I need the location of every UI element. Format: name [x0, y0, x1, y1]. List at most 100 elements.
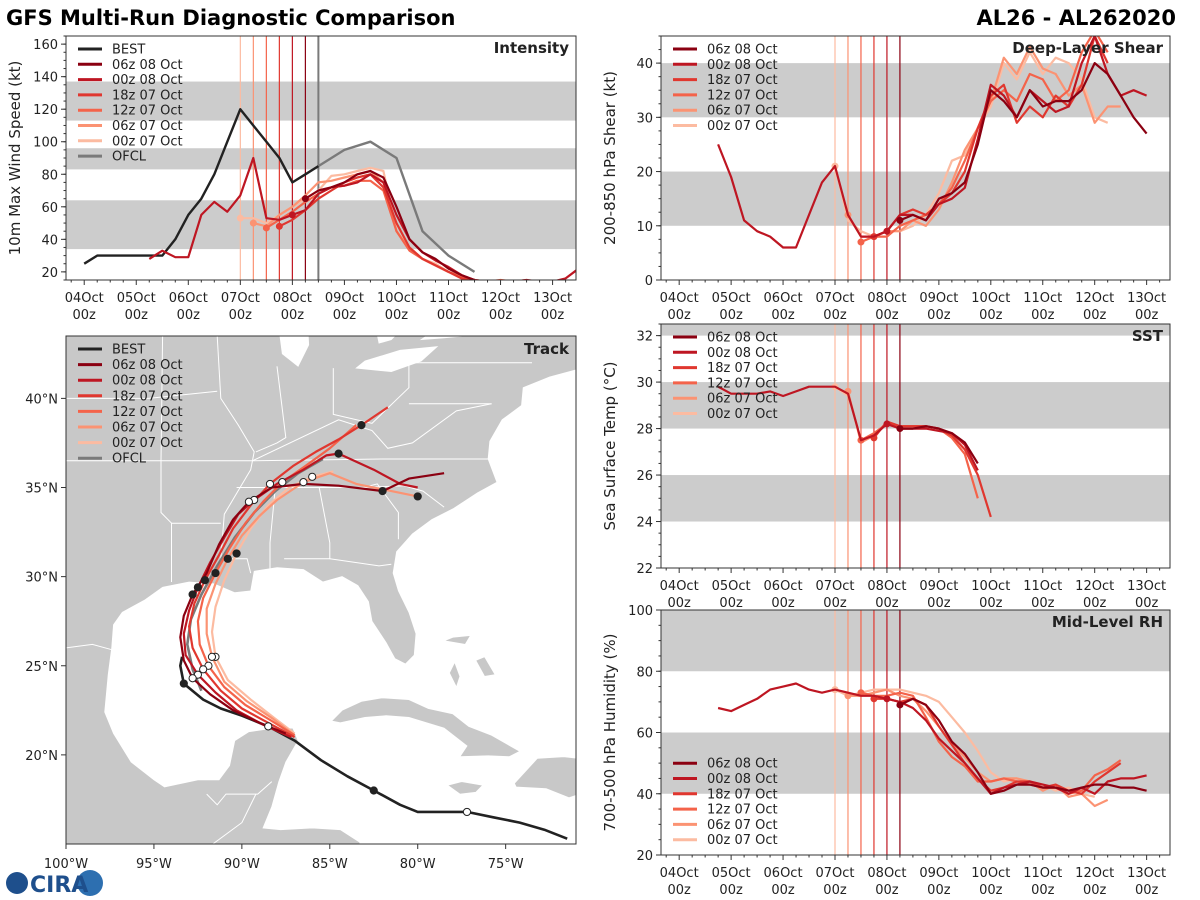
x-tick-hour: 00z	[1083, 883, 1107, 898]
border-line	[269, 487, 276, 572]
init-marker	[236, 214, 244, 222]
x-tick-day: 08Oct	[273, 291, 312, 306]
x-tick-hour: 00z	[667, 308, 691, 323]
legend-label: 12z 07 Oct	[112, 405, 183, 420]
track-day-marker	[188, 590, 197, 599]
y-tick-label: 40	[636, 57, 653, 72]
x-tick-hour: 00z	[771, 308, 795, 323]
x-tick-day: 07Oct	[221, 291, 260, 306]
x-tick-hour: 00z	[1031, 308, 1055, 323]
lon-tick-label: 95°W	[136, 857, 172, 872]
legend-label: 06z 08 Oct	[112, 58, 183, 73]
track-day-marker	[369, 786, 378, 795]
land-bahamas	[448, 661, 461, 689]
x-tick-hour: 00z	[823, 596, 847, 611]
x-tick-day: 12Oct	[1075, 579, 1114, 594]
x-tick-day: 09Oct	[919, 866, 958, 881]
border-line	[332, 362, 410, 424]
track-day-marker	[462, 807, 472, 817]
y-tick-label: 60	[41, 201, 58, 216]
track-day-marker	[357, 421, 366, 430]
x-tick-hour: 00z	[1083, 596, 1107, 611]
shaded-band	[661, 732, 1170, 794]
legend-label: 06z 08 Oct	[112, 358, 183, 373]
track-day-marker	[179, 679, 188, 688]
y-tick-label: 20	[636, 849, 653, 864]
plot-area-sst	[661, 324, 1170, 568]
x-tick-day: 11Oct	[1023, 866, 1062, 881]
y-tick-label: 32	[636, 330, 653, 345]
lake-ontario	[419, 336, 468, 341]
track-day-marker	[265, 479, 275, 489]
y-axis-label: 700-500 hPa Humidity (%)	[601, 633, 619, 831]
y-tick-label: 160	[33, 38, 58, 53]
lat-tick-label: 40°N	[25, 392, 58, 407]
x-tick-day: 11Oct	[1023, 579, 1062, 594]
x-tick-hour: 00z	[927, 596, 951, 611]
series-line-06z-08-oct	[899, 425, 979, 464]
shaded-band	[661, 382, 1170, 429]
lake-michigan	[279, 336, 310, 367]
x-tick-day: 07Oct	[815, 579, 854, 594]
x-tick-day: 13Oct	[533, 291, 572, 306]
y-tick-label: 80	[636, 665, 653, 680]
panel-title: Deep-Layer Shear	[1012, 39, 1163, 57]
init-marker	[896, 425, 904, 433]
x-tick-hour: 00z	[979, 596, 1003, 611]
series-line-18z-07-oct	[278, 173, 475, 280]
map-area	[66, 336, 576, 844]
x-tick-hour: 00z	[1031, 883, 1055, 898]
legend-label: BEST	[112, 343, 145, 358]
x-tick-day: 06Oct	[764, 579, 803, 594]
track-line-06z-08-oct	[179, 472, 445, 735]
x-tick-day: 13Oct	[1127, 291, 1166, 306]
cira-logo: CIRA	[6, 870, 103, 898]
x-tick-hour: 00z	[667, 596, 691, 611]
land-bahamas	[442, 635, 472, 645]
legend-label: BEST	[112, 43, 145, 58]
shaded-band	[661, 610, 1170, 672]
x-tick-hour: 00z	[875, 596, 899, 611]
x-tick-day: 06Oct	[169, 291, 208, 306]
y-tick-label: 100	[33, 136, 58, 151]
cira-logo-icon	[6, 872, 28, 894]
x-tick-hour: 00z	[875, 883, 899, 898]
lon-tick-label: 90°W	[224, 857, 260, 872]
land-hispaniola	[513, 756, 576, 799]
track-day-marker	[308, 472, 317, 481]
border-line	[66, 458, 490, 462]
track-line-18z-07-oct	[188, 406, 389, 739]
lon-tick-label: 85°W	[312, 857, 348, 872]
legend-label: 18z 07 Oct	[707, 787, 778, 802]
x-tick-day: 09Oct	[325, 291, 364, 306]
x-tick-hour: 00z	[979, 308, 1003, 323]
x-tick-day: 04Oct	[660, 291, 699, 306]
x-tick-day: 09Oct	[919, 291, 958, 306]
shaded-band	[66, 200, 576, 250]
track-day-marker	[211, 568, 220, 578]
border-line	[284, 487, 331, 560]
legend-label: 18z 07 Oct	[707, 361, 778, 376]
lat-tick-label: 35°N	[25, 482, 58, 497]
track-day-marker	[378, 486, 387, 496]
track-day-marker	[188, 674, 197, 683]
legend-label: 12z 07 Oct	[707, 803, 778, 818]
legend-label: 00z 07 Oct	[112, 134, 183, 149]
legend-label: 06z 08 Oct	[707, 331, 778, 346]
track-day-marker	[200, 576, 210, 585]
x-tick-hour: 00z	[719, 596, 743, 611]
legend-label: 00z 07 Oct	[707, 119, 778, 134]
track-day-marker	[244, 497, 253, 506]
x-tick-day: 12Oct	[481, 291, 520, 306]
panel-rh: 20 40 60 80 100 04Oct 00z 05Oct 00z 06Oct 00z 07Oct…	[601, 604, 1171, 898]
y-tick-label: 20	[636, 166, 653, 181]
init-marker	[883, 227, 891, 235]
x-tick-hour: 00z	[1135, 308, 1159, 323]
x-tick-hour: 00z	[281, 308, 305, 323]
legend-label: 06z 07 Oct	[707, 392, 778, 407]
x-tick-day: 12Oct	[1075, 291, 1114, 306]
x-tick-day: 11Oct	[429, 291, 468, 306]
legend-label: 00z 07 Oct	[707, 833, 778, 848]
y-tick-label: 26	[636, 469, 653, 484]
x-tick-day: 08Oct	[867, 866, 906, 881]
